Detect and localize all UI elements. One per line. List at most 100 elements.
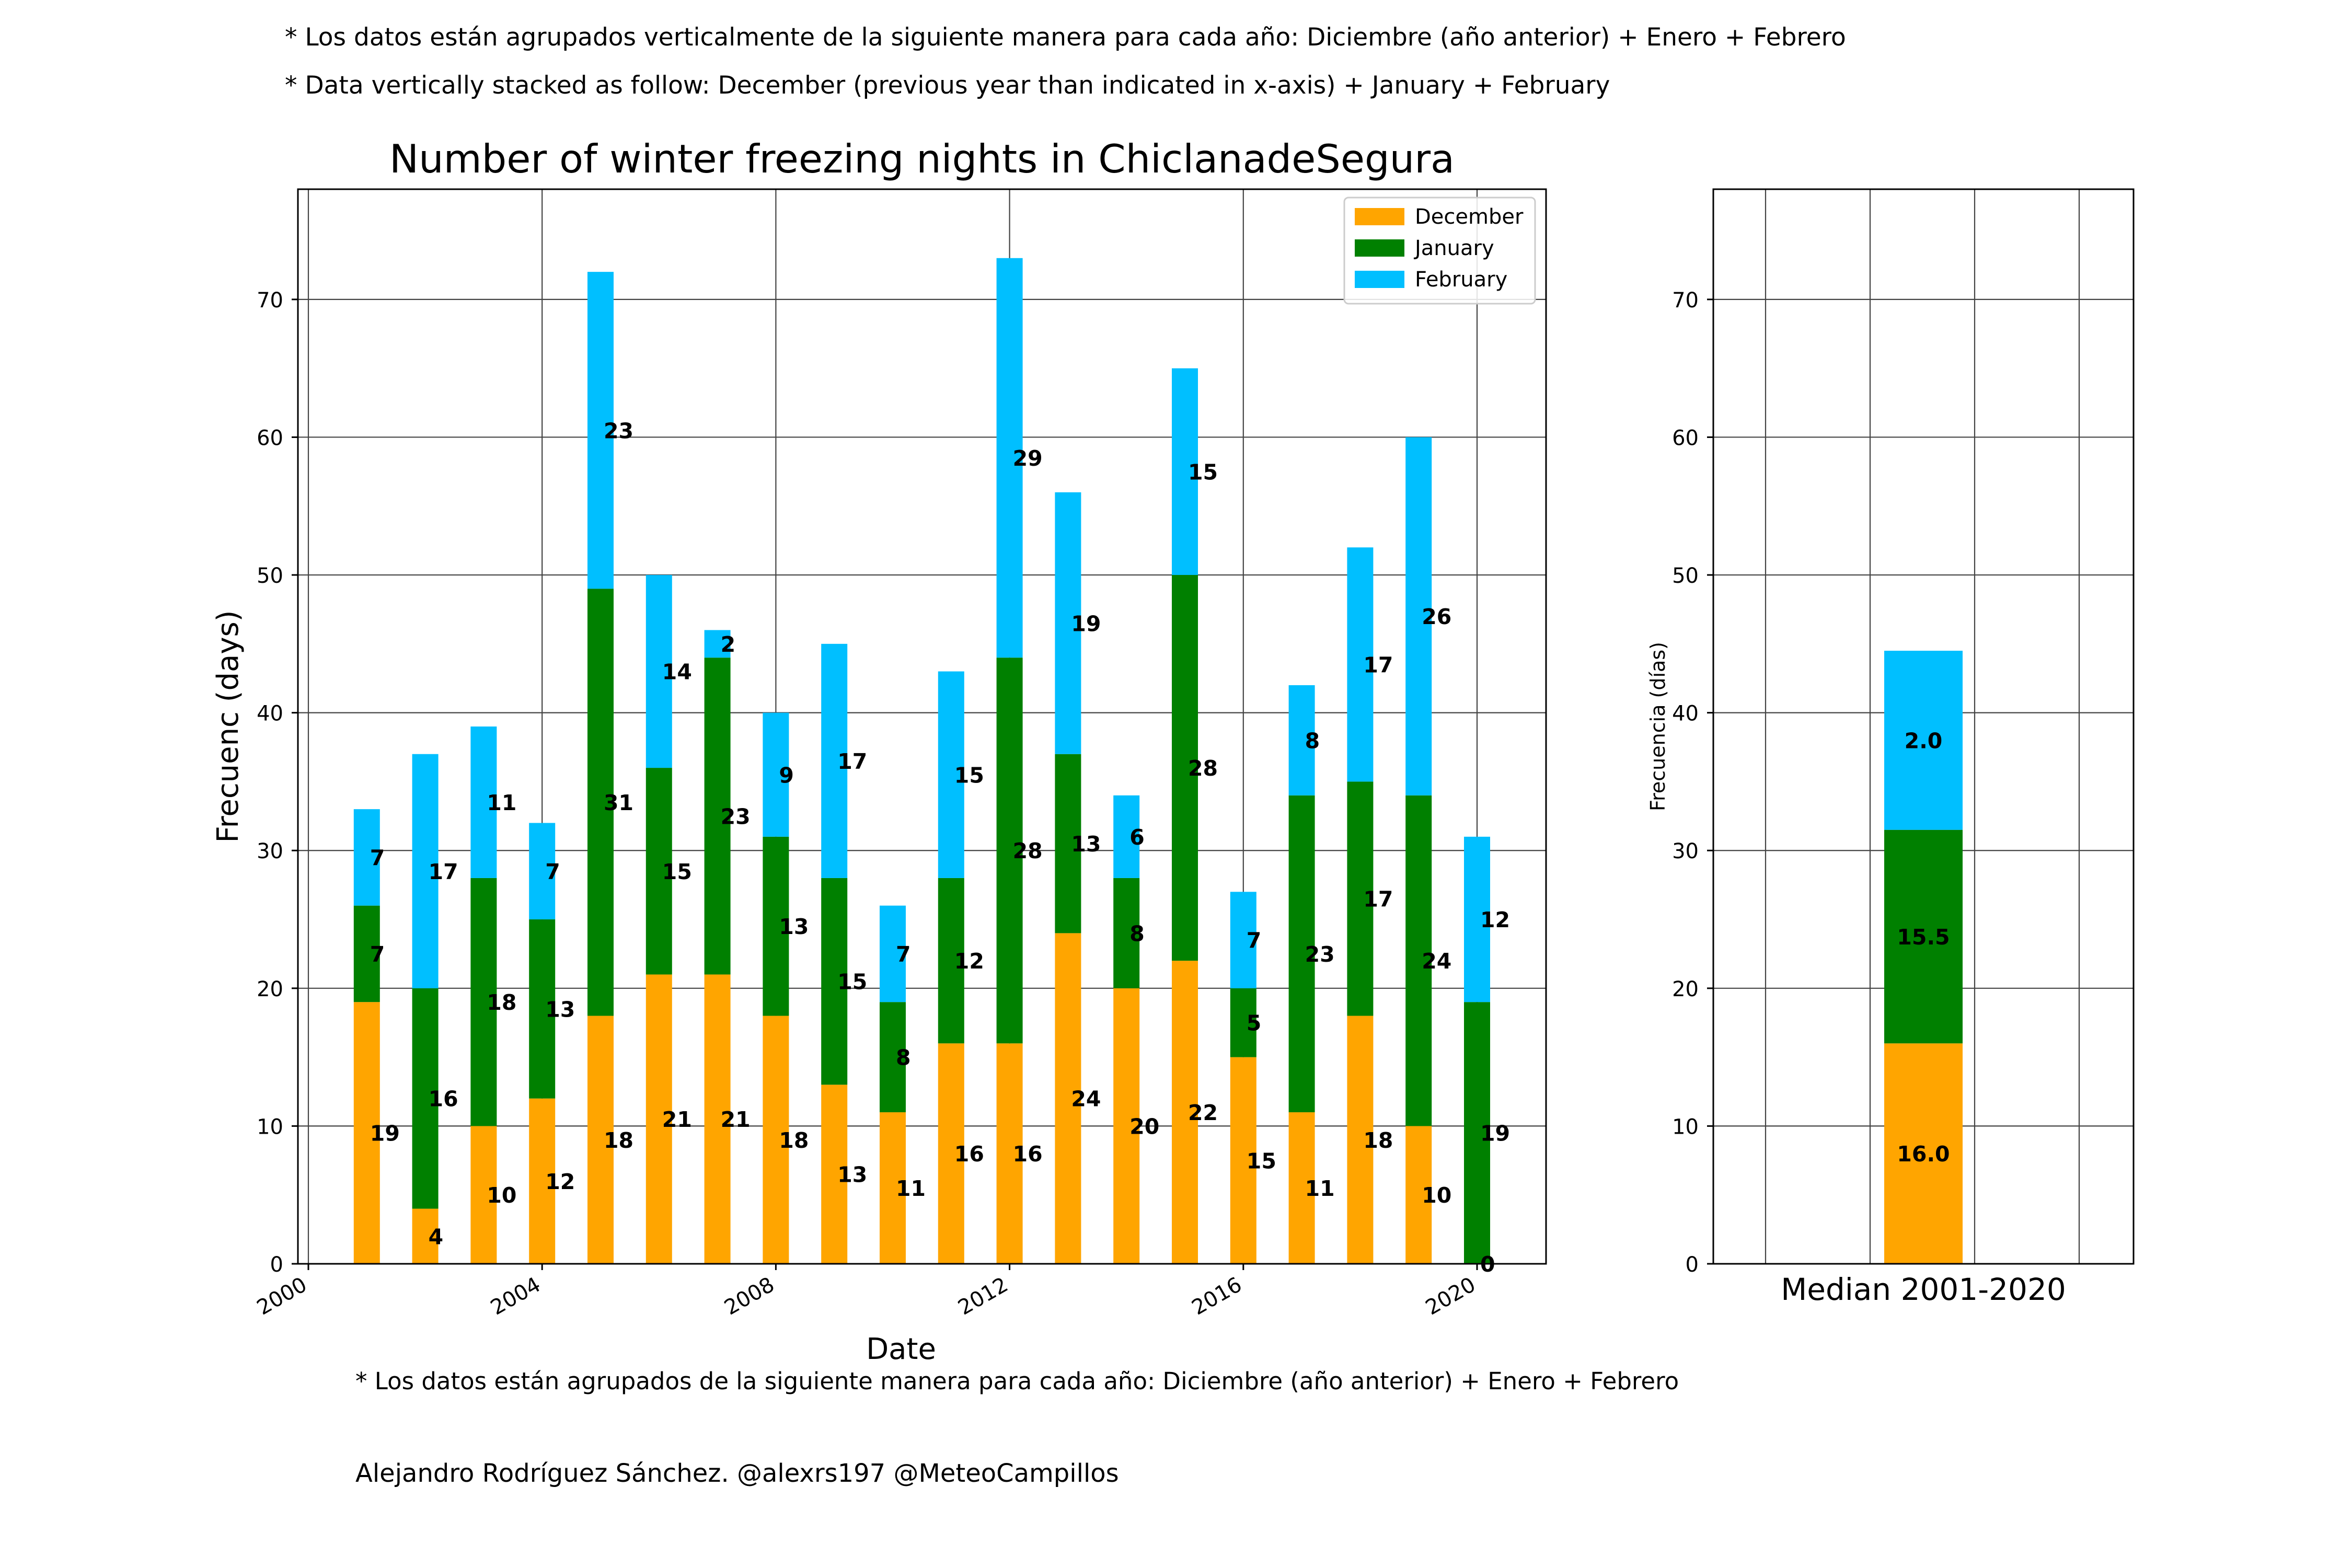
median-x-axis-label: Median 2001-2020 [1781,1272,2066,1307]
data-label: 29 [1013,446,1043,471]
bar-december [353,1002,380,1264]
bar-december [1113,988,1140,1264]
data-label: 21 [662,1107,692,1132]
data-label: 14 [662,660,692,685]
bar-february [1405,437,1432,795]
data-label: 7 [896,942,911,967]
median-data-label: 15.5 [1897,925,1950,950]
y-tick-label: 70 [1672,289,1699,313]
bar-february [1230,892,1256,988]
bar-january [704,658,731,975]
header-note-spanish: * Los datos están agrupados verticalment… [285,23,1846,52]
median-data-label: 16.0 [1897,1142,1950,1167]
data-label: 18 [1363,1128,1393,1153]
data-label: 7 [545,859,560,884]
y-tick-label: 0 [270,1253,283,1277]
bar-february [1055,492,1081,754]
data-label: 24 [1422,949,1451,974]
y-tick-label: 30 [1672,839,1699,863]
median-bar-february [1884,651,1963,830]
bar-december [938,1043,964,1264]
data-label: 19 [1071,611,1101,636]
bar-january [1113,878,1140,988]
bar-february [996,258,1023,658]
bar-february [763,712,789,837]
bar-january [1230,988,1256,1057]
data-label: 7 [370,942,385,967]
bar-february [880,905,906,1002]
legend-swatch-december [1355,208,1404,225]
data-label: 15 [954,763,984,788]
bar-february [587,272,614,589]
data-label: 18 [779,1128,809,1153]
data-label: 7 [1247,928,1262,953]
chart-title: Number of winter freezing nights in Chic… [389,136,1455,182]
data-label: 18 [487,990,516,1015]
data-label: 31 [604,790,633,815]
data-label: 16 [954,1142,984,1167]
bar-january [996,658,1023,1044]
footer-credit: Alejandro Rodríguez Sánchez. @alexrs197 … [355,1459,1119,1488]
data-label: 20 [1129,1114,1159,1139]
data-label: 13 [779,914,809,939]
legend-label-february: February [1415,268,1507,292]
data-label: 11 [487,790,516,815]
y-tick-label: 70 [257,289,283,313]
bar-december [763,1016,789,1264]
y-tick-label: 10 [257,1115,283,1139]
data-label: 15 [1188,459,1218,485]
median-chart: 16.0 15.5 2.0 0 10 20 30 40 50 60 70 Frecuencia (dí… [1646,188,2135,1307]
header-note-english: * Data vertically stacked as follow: Dec… [285,71,1610,100]
bar-january [645,768,672,975]
bar-february [470,727,497,878]
bar-january [1055,754,1081,933]
y-axis-label: Frecuenc (days) [211,610,245,843]
data-label: 28 [1188,756,1218,781]
y-tick-label: 50 [1672,564,1699,588]
bar-january [529,919,556,1099]
data-label: 2 [721,632,736,657]
data-label: 12 [954,949,984,974]
bar-december [1055,933,1081,1264]
y-tick-label: 10 [1672,1115,1699,1139]
data-label: 24 [1071,1087,1101,1112]
main-chart: 1977416171018111213718312321151421232181… [211,136,1547,1366]
median-bar-december [1884,1043,1963,1264]
median-data-label: 2.0 [1905,728,1943,753]
y-tick-label: 20 [1672,977,1699,1001]
data-label: 8 [896,1045,911,1070]
data-label: 17 [429,859,458,884]
main-plot-frame [297,188,1547,1265]
footer-note: * Los datos están agrupados de la siguie… [355,1367,1679,1395]
bar-january [880,1002,906,1113]
bar-january [1288,795,1315,1113]
bar-december [704,974,731,1264]
data-label: 26 [1422,604,1451,629]
bar-january [1347,781,1374,1016]
data-label: 21 [721,1107,751,1132]
data-label: 19 [1480,1121,1510,1146]
bar-february [704,630,731,658]
data-label: 6 [1129,825,1145,850]
bar-february [529,823,556,920]
y-tick-label: 60 [257,426,283,450]
y-tick-label: 40 [257,702,283,726]
bar-january [1172,575,1198,961]
bar-january [821,878,848,1085]
data-label: 11 [896,1176,926,1201]
bar-january [763,836,789,1016]
data-label: 4 [429,1224,444,1249]
bar-february [1288,685,1315,795]
bar-february [645,575,672,768]
y-tick-label: 60 [1672,426,1699,450]
data-label: 8 [1305,728,1320,753]
bar-december [412,1208,439,1264]
bar-december [1172,961,1198,1264]
bar-december [821,1085,848,1264]
bar-february [1347,547,1374,782]
x-tick-label: 2016 [1188,1273,1246,1320]
data-label: 13 [837,1162,867,1187]
bar-january [353,905,380,1002]
data-label: 17 [837,749,867,774]
